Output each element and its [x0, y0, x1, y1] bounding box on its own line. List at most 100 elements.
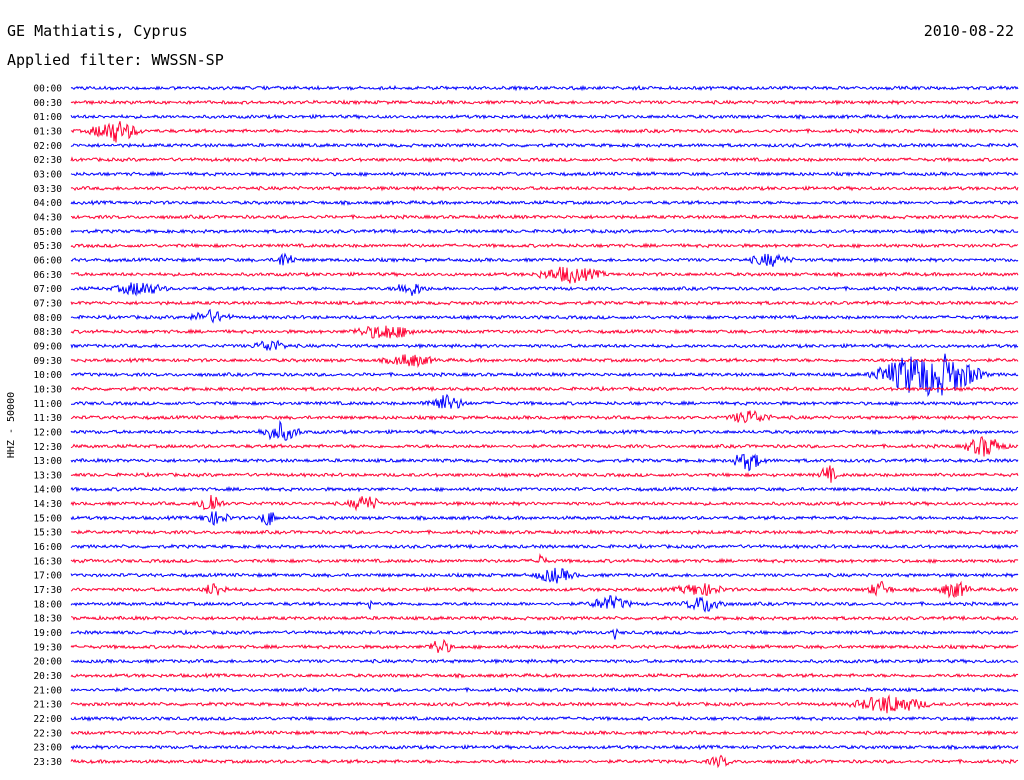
seismogram-traces: [70, 84, 1019, 769]
trace-line: [70, 99, 1019, 106]
trace-line: [70, 420, 1019, 441]
tick-label: 11:00: [33, 399, 62, 410]
tick-label: 08:00: [33, 313, 62, 324]
trace-line: [70, 453, 1019, 472]
trace-line: [70, 325, 1019, 339]
tick-label: 14:00: [33, 485, 62, 496]
trace-line: [70, 185, 1019, 192]
tick-label: 05:00: [33, 227, 62, 238]
trace-line: [70, 199, 1019, 206]
tick-label: 02:30: [33, 155, 62, 166]
tick-label: 18:00: [33, 599, 62, 610]
tick-label: 07:30: [33, 298, 62, 309]
trace-line: [70, 595, 1019, 613]
tick-label: 21:30: [33, 700, 62, 711]
tick-label: 06:30: [33, 270, 62, 281]
tick-label: 12:00: [33, 427, 62, 438]
tick-label: 10:00: [33, 370, 62, 381]
trace-line: [70, 672, 1019, 679]
trace-line: [70, 686, 1019, 693]
trace-line: [70, 543, 1019, 550]
trace-line: [70, 552, 1019, 565]
tick-label: 14:30: [33, 499, 62, 510]
tick-label: 05:30: [33, 241, 62, 252]
trace-line: [70, 113, 1019, 121]
tick-label: 16:00: [33, 542, 62, 553]
tick-label: 09:00: [33, 341, 62, 352]
trace-line: [70, 252, 1019, 267]
trace-line: [70, 266, 1019, 284]
tick-label: 13:30: [33, 470, 62, 481]
trace-line: [70, 658, 1019, 665]
tick-label: 16:30: [33, 556, 62, 567]
tick-label: 02:00: [33, 141, 62, 152]
time-tick-labels: 00:00 00:30 01:00 01:30 02:00 02:30 03:00 03:30…: [33, 84, 62, 769]
tick-label: 22:30: [33, 728, 62, 739]
trace-line: [70, 729, 1019, 737]
station-title: GE Mathiatis, Cyprus: [7, 22, 188, 40]
trace-line: [70, 282, 1019, 297]
tick-label: 15:30: [33, 528, 62, 539]
trace-line: [70, 436, 1019, 457]
tick-label: 08:30: [33, 327, 62, 338]
filter-label: Applied filter: WWSSN-SP: [7, 51, 224, 69]
trace-line: [70, 628, 1019, 640]
tick-label: 11:30: [33, 413, 62, 424]
tick-label: 04:00: [33, 198, 62, 209]
trace-line: [70, 528, 1019, 536]
tick-label: 01:00: [33, 112, 62, 123]
trace-line: [70, 353, 1019, 397]
tick-label: 13:00: [33, 456, 62, 467]
tick-label: 19:00: [33, 628, 62, 639]
tick-label: 04:30: [33, 212, 62, 223]
tick-label: 22:00: [33, 714, 62, 725]
trace-line: [70, 580, 1019, 599]
trace-line: [70, 465, 1019, 483]
tick-label: 06:00: [33, 255, 62, 266]
tick-label: 00:30: [33, 98, 62, 109]
trace-line: [70, 495, 1019, 512]
tick-label: 03:30: [33, 184, 62, 195]
trace-line: [70, 121, 1019, 143]
tick-label: 15:00: [33, 513, 62, 524]
tick-label: 21:00: [33, 685, 62, 696]
tick-label: 12:30: [33, 442, 62, 453]
tick-label: 20:00: [33, 657, 62, 668]
tick-label: 01:30: [33, 126, 62, 137]
trace-line: [70, 393, 1019, 409]
tick-label: 09:30: [33, 356, 62, 367]
tick-label: 23:00: [33, 743, 62, 754]
trace-line: [70, 84, 1019, 92]
trace-line: [70, 511, 1019, 526]
tick-label: 00:00: [33, 84, 62, 95]
tick-label: 10:30: [33, 384, 62, 395]
trace-line: [70, 299, 1019, 307]
trace-line: [70, 694, 1019, 714]
trace-line: [70, 385, 1019, 393]
tick-label: 17:30: [33, 585, 62, 596]
trace-line: [70, 638, 1019, 653]
trace-line: [70, 339, 1019, 352]
trace-line: [70, 242, 1019, 249]
y-axis-label: HHZ - 50000: [6, 392, 17, 458]
trace-line: [70, 485, 1019, 493]
tick-label: 17:00: [33, 571, 62, 582]
trace-line: [70, 614, 1019, 622]
trace-line: [70, 170, 1019, 178]
tick-label: 19:30: [33, 642, 62, 653]
trace-line: [70, 213, 1019, 221]
trace-line: [70, 354, 1019, 368]
tick-label: 23:30: [33, 757, 62, 768]
trace-line: [70, 567, 1019, 584]
trace-line: [70, 156, 1019, 163]
trace-line: [70, 142, 1019, 149]
tick-label: 18:30: [33, 614, 62, 625]
trace-line: [70, 715, 1019, 722]
trace-line: [70, 227, 1019, 235]
trace-line: [70, 308, 1019, 324]
date-label: 2010-08-22: [923, 22, 1014, 40]
tick-label: 20:30: [33, 671, 62, 682]
trace-line: [70, 410, 1019, 424]
trace-line: [70, 744, 1019, 751]
